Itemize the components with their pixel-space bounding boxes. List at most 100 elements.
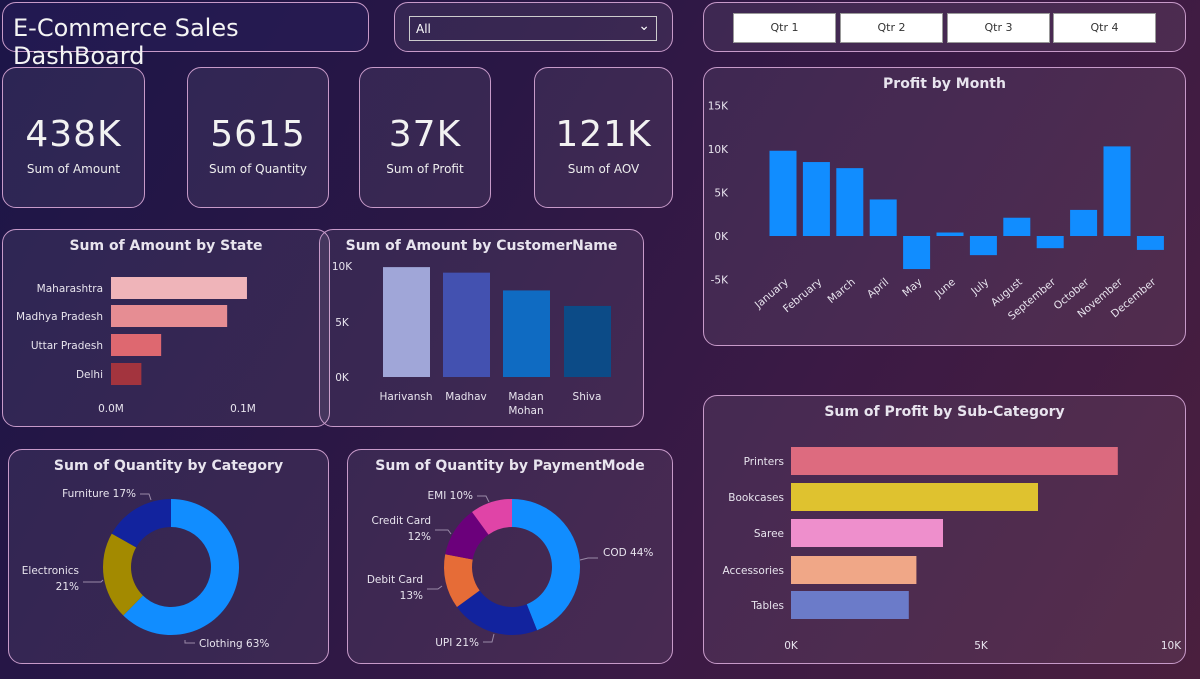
y-tick-label: 15K (708, 101, 729, 113)
x-tick-label: Madan (508, 391, 543, 403)
customer-chart-panel: Sum of Amount by CustomerName 10K 5K 0K Har… (319, 229, 644, 427)
kpi-card-profit: 37K Sum of Profit (359, 67, 491, 208)
kpi-card-aov: 121K Sum of AOV (534, 67, 673, 208)
chart-title: Sum of Quantity by PaymentMode (375, 458, 645, 474)
bar (1070, 209, 1098, 236)
filter-dropdown[interactable]: All ⌄ (409, 16, 657, 41)
x-tick-label: 0K (784, 640, 799, 652)
slice-label: Electronics (22, 565, 79, 577)
kpi-label: Sum of Quantity (209, 162, 307, 176)
slice-label-name: EMI (428, 490, 447, 502)
y-tick-label: 0K (714, 231, 729, 243)
bar (1036, 236, 1064, 249)
qtr-2-button[interactable]: Qtr 2 (840, 13, 943, 43)
chart-title: Sum of Amount by CustomerName (345, 238, 618, 254)
slice-percent: 63% (246, 638, 269, 650)
slice-label-name: Furniture (62, 488, 109, 500)
qtr-1-button[interactable]: Qtr 1 (733, 13, 836, 43)
x-tick-label: Mohan (508, 405, 543, 417)
slice-percent: 21% (456, 637, 479, 649)
qtr-4-button[interactable]: Qtr 4 (1053, 13, 1156, 43)
x-tick-label: April (865, 276, 891, 301)
subcategory-bar-chart: Printers Bookcases Saree Accessories Tables 0… (722, 447, 1182, 652)
donut-slice (103, 533, 143, 616)
month-chart-panel: Profit by Month 15K 10K 5K 0K -5K January Febr… (703, 67, 1186, 346)
bar (936, 232, 964, 236)
filter-dropdown-value: All (416, 22, 431, 36)
slice-label: Furniture 17% (62, 488, 136, 500)
donut-slice (456, 590, 538, 635)
y-tick-label: 10K (332, 261, 353, 273)
payment-donut-chart: COD 44% UPI 21% Debit Card 13% Credit Card 12… (367, 490, 654, 649)
y-tick-label: 5K (335, 317, 350, 329)
y-tick-label: -5K (711, 275, 729, 287)
bar (903, 236, 931, 270)
bar (802, 162, 830, 236)
leader-line (579, 557, 598, 561)
donut-slice (445, 511, 489, 560)
donut-slice (512, 499, 580, 631)
bar (1136, 236, 1164, 250)
chart-title: Sum of Amount by State (69, 238, 263, 254)
bar (836, 168, 864, 236)
customer-bar-chart: 10K 5K 0K Harivansh Madhav Madan Mohan Shiva (332, 261, 611, 417)
leader-line (483, 633, 495, 643)
category-donut-chart: Clothing 63% Electronics 21% Furniture 17% (22, 488, 270, 650)
bar (869, 199, 897, 236)
donut-slice (123, 499, 239, 635)
category-label: Saree (754, 528, 784, 540)
x-tick-label: March (825, 276, 857, 306)
category-label: Madhya Pradesh (16, 311, 103, 323)
chevron-down-icon: ⌄ (638, 18, 650, 34)
category-label: Bookcases (728, 492, 784, 504)
bar (443, 272, 490, 377)
bar (1103, 146, 1131, 236)
x-tick-label: 0.0M (98, 403, 124, 415)
x-tick-label: June (932, 276, 958, 301)
bar (111, 277, 247, 299)
x-tick-label: 5K (974, 640, 989, 652)
category-label: Uttar Pradesh (31, 340, 103, 352)
x-tick-label: Harivansh (380, 391, 433, 403)
slice-label: EMI 10% (428, 490, 474, 502)
bar (791, 519, 943, 547)
slicer-panel: All ⌄ (394, 2, 673, 52)
page-title: E-Commerce Sales DashBoard (13, 14, 239, 70)
x-tick-label: Shiva (573, 391, 602, 403)
leader-line (477, 495, 490, 503)
kpi-card-amount: 438K Sum of Amount (2, 67, 145, 208)
payment-chart-panel: Sum of Quantity by PaymentMode COD 44% UP… (347, 449, 673, 664)
slice-label: Debit Card (367, 574, 423, 586)
y-tick-label: 0K (335, 372, 350, 384)
bar (791, 556, 917, 584)
x-tick-label: 0.1M (230, 403, 256, 415)
donut-slice (111, 499, 171, 548)
bar (111, 363, 142, 385)
quarter-slicer-panel: Qtr 1 Qtr 2 Qtr 3 Qtr 4 (703, 2, 1186, 52)
kpi-value: 37K (388, 114, 462, 155)
leader-line (83, 579, 104, 583)
y-tick-label: 5K (714, 188, 729, 200)
slice-percent: 12% (408, 531, 431, 543)
slice-label: UPI 21% (435, 637, 479, 649)
chart-title: Sum of Quantity by Category (53, 458, 284, 474)
leader-line (435, 529, 452, 535)
slice-percent: 44% (630, 547, 653, 559)
bar (791, 483, 1038, 511)
slice-label: COD 44% (603, 547, 653, 559)
state-chart-panel: Sum of Amount by State Maharashtra Madhya… (2, 229, 330, 427)
category-label: Delhi (76, 369, 103, 381)
subcategory-chart-panel: Sum of Profit by Sub-Category Printers Bo… (703, 395, 1186, 664)
qtr-3-button[interactable]: Qtr 3 (947, 13, 1050, 43)
chart-title: Profit by Month (883, 76, 1006, 92)
category-chart-panel: Sum of Quantity by Category Clothing 63%… (8, 449, 329, 664)
slice-percent: 17% (113, 488, 136, 500)
slice-percent: 13% (400, 590, 423, 602)
category-label: Maharashtra (37, 283, 103, 295)
bar (791, 591, 909, 619)
bar (969, 236, 997, 256)
bar (564, 305, 611, 377)
bar (769, 150, 797, 236)
bar (503, 290, 550, 377)
slice-label-name: UPI (435, 637, 452, 649)
